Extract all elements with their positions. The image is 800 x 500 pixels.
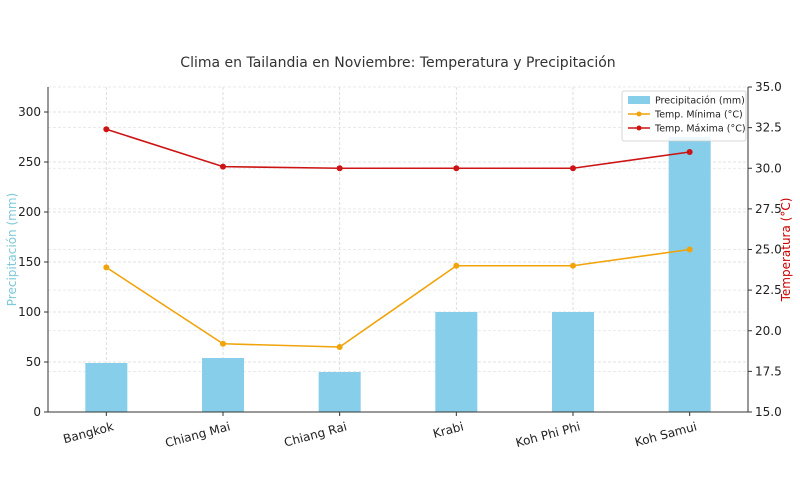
y-axis-label-left: Precipitación (mm) bbox=[5, 193, 19, 306]
tick-label-left: 250 bbox=[18, 155, 41, 169]
data-point bbox=[336, 165, 343, 172]
series-line bbox=[106, 128, 690, 170]
legend-swatch bbox=[628, 96, 650, 104]
data-point bbox=[686, 246, 693, 253]
tick-label-right: 35.0 bbox=[755, 80, 782, 94]
tick-label-right: 22.5 bbox=[755, 283, 782, 297]
data-point bbox=[570, 165, 576, 172]
tick-label-right: 27.5 bbox=[755, 202, 782, 216]
tick-label-right: 20.0 bbox=[755, 324, 782, 338]
legend: Precipitación (mm) Temp. Mínima (°C) Temp.… bbox=[621, 90, 747, 142]
legend-label: Precipitación (mm) bbox=[655, 96, 745, 107]
bars bbox=[85, 137, 711, 412]
tick-label-left: 300 bbox=[18, 105, 41, 119]
data-point bbox=[103, 264, 110, 271]
series-line bbox=[105, 248, 690, 348]
y-axis-label-right: Temperatura (°C) bbox=[779, 198, 793, 303]
legend-marker bbox=[636, 125, 642, 131]
tick-label-right: 25.0 bbox=[755, 243, 782, 257]
tick-label-left: 150 bbox=[18, 255, 41, 269]
bar bbox=[85, 363, 128, 412]
tick-label-left: 200 bbox=[18, 205, 41, 219]
tick-label-right: 15.0 bbox=[755, 405, 782, 419]
bar bbox=[318, 372, 361, 412]
bar bbox=[435, 312, 478, 412]
legend-box bbox=[621, 90, 747, 142]
data-point bbox=[220, 163, 226, 170]
data-point bbox=[686, 149, 693, 155]
bar bbox=[552, 312, 594, 412]
data-point bbox=[103, 126, 110, 133]
data-point bbox=[453, 165, 460, 172]
legend-label: Temp. Mínima (°C) bbox=[654, 110, 743, 121]
lines bbox=[103, 126, 693, 350]
tick-label-left: 0 bbox=[33, 405, 41, 419]
data-point bbox=[570, 262, 576, 269]
bar bbox=[668, 137, 711, 412]
tick-label-right: 17.5 bbox=[755, 364, 782, 378]
legend-marker bbox=[636, 111, 642, 117]
tick-label-left: 50 bbox=[26, 355, 41, 369]
data-point bbox=[220, 340, 226, 347]
legend-label: Temp. Máxima (°C) bbox=[654, 124, 746, 135]
data-point bbox=[336, 344, 343, 350]
chart-title: Clima en Tailandia en Noviembre: Tempera… bbox=[180, 55, 615, 71]
tick-label-right: 30.0 bbox=[755, 161, 782, 175]
grid bbox=[48, 86, 748, 413]
bar bbox=[202, 358, 244, 412]
data-point bbox=[453, 262, 460, 269]
tick-label-left: 100 bbox=[18, 305, 41, 319]
tick-label-right: 32.5 bbox=[755, 121, 782, 135]
